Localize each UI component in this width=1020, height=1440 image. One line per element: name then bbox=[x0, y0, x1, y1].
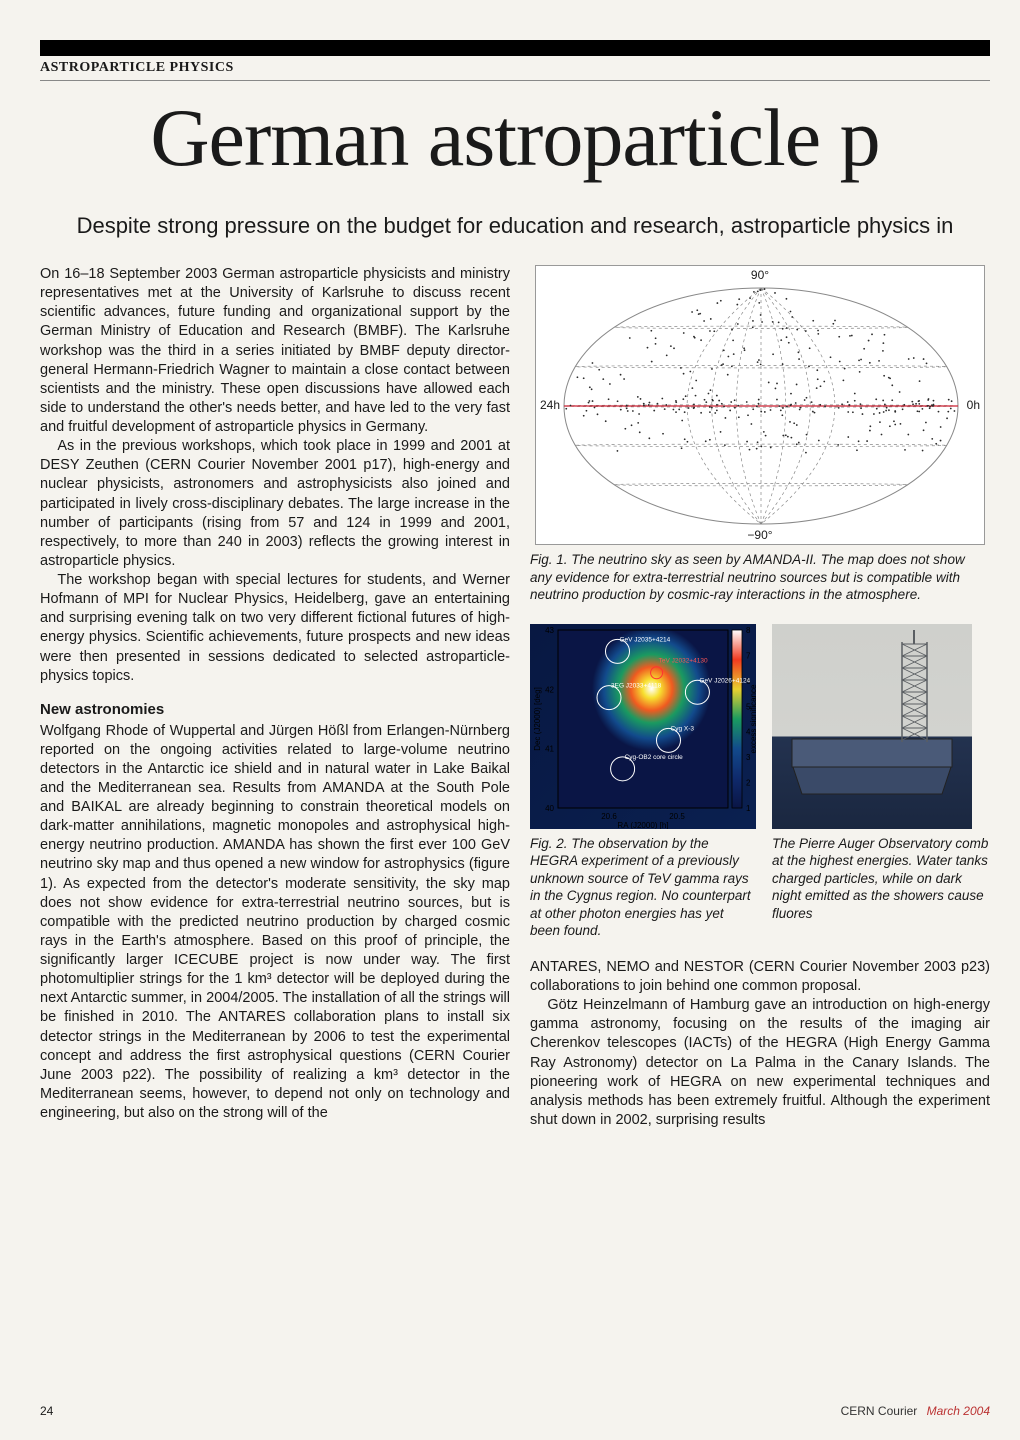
figure-1: 90° −90° 24h 0h Fig. 1. The neutrino sky… bbox=[530, 265, 990, 604]
svg-text:Dec (J2000) [deg]: Dec (J2000) [deg] bbox=[533, 687, 542, 751]
svg-text:42: 42 bbox=[545, 685, 554, 694]
right-body-text: ANTARES, NEMO and NESTOR (CERN Courier N… bbox=[530, 958, 990, 1130]
figure-3: The Pierre Auger Observatory comb at the… bbox=[772, 624, 990, 940]
fig1-label-bottom: −90° bbox=[747, 528, 772, 542]
body-para: The workshop began with special lectures… bbox=[40, 571, 510, 686]
figure-1-caption: Fig. 1. The neutrino sky as seen by AMAN… bbox=[530, 551, 990, 604]
body-para: ANTARES, NEMO and NESTOR (CERN Courier N… bbox=[530, 958, 990, 996]
observatory-svg bbox=[772, 624, 972, 829]
svg-text:excess significance: excess significance bbox=[749, 684, 756, 753]
issue-label: CERN Courier March 2004 bbox=[841, 1404, 990, 1418]
svg-text:7: 7 bbox=[746, 651, 751, 660]
fig1-label-left: 24h bbox=[540, 398, 560, 412]
skymap-svg bbox=[536, 266, 986, 546]
figure-row: 12345678excess significance40414243Dec (… bbox=[530, 624, 990, 940]
svg-text:8: 8 bbox=[746, 626, 751, 635]
body-para: Götz Heinzelmann of Hamburg gave an intr… bbox=[530, 996, 990, 1130]
publication-name: CERN Courier bbox=[841, 1404, 918, 1418]
fig1-label-right: 0h bbox=[967, 398, 980, 412]
figure-3-caption: The Pierre Auger Observatory comb at the… bbox=[772, 835, 990, 923]
svg-text:3: 3 bbox=[746, 753, 751, 762]
page-number: 24 bbox=[40, 1404, 53, 1418]
svg-text:TeV J2032+4130: TeV J2032+4130 bbox=[659, 657, 708, 664]
svg-text:41: 41 bbox=[545, 744, 554, 753]
figure-3-photo bbox=[772, 624, 972, 829]
body-para: As in the previous workshops, which took… bbox=[40, 437, 510, 571]
page-footer: 24 CERN Courier March 2004 bbox=[40, 1404, 990, 1418]
section-label: ASTROPARTICLE PHYSICS bbox=[40, 60, 990, 81]
svg-text:GeV J2035+4214: GeV J2035+4214 bbox=[620, 636, 671, 643]
body-para: On 16–18 September 2003 German astropart… bbox=[40, 265, 510, 437]
right-column: 90° −90° 24h 0h Fig. 1. The neutrino sky… bbox=[530, 265, 990, 1130]
figure-1-skymap: 90° −90° 24h 0h bbox=[535, 265, 985, 545]
svg-text:20.6: 20.6 bbox=[601, 812, 617, 821]
issue-date: March 2004 bbox=[927, 1404, 990, 1418]
fig1-label-top: 90° bbox=[751, 268, 769, 282]
svg-text:3EG J2033+4118: 3EG J2033+4118 bbox=[611, 682, 662, 689]
figure-2-caption: Fig. 2. The observation by the HEGRA exp… bbox=[530, 835, 756, 940]
heatmap-svg: 12345678excess significance40414243Dec (… bbox=[530, 624, 756, 829]
svg-text:Cyg-OB2 core circle: Cyg-OB2 core circle bbox=[625, 753, 684, 760]
figure-2-heatmap: 12345678excess significance40414243Dec (… bbox=[530, 624, 756, 829]
svg-text:2: 2 bbox=[746, 778, 751, 787]
article-subhead: Despite strong pressure on the budget fo… bbox=[40, 213, 990, 239]
svg-text:20.5: 20.5 bbox=[669, 812, 685, 821]
top-black-bar bbox=[40, 40, 990, 56]
body-para: Wolfgang Rhode of Wuppertal and Jürgen H… bbox=[40, 722, 510, 1124]
svg-text:RA (J2000) [h]: RA (J2000) [h] bbox=[617, 821, 668, 829]
svg-text:43: 43 bbox=[545, 626, 554, 635]
svg-text:40: 40 bbox=[545, 804, 554, 813]
svg-text:Cyg X-3: Cyg X-3 bbox=[671, 725, 695, 732]
section-heading: New astronomies bbox=[40, 700, 510, 720]
svg-text:GeV J2026+4124: GeV J2026+4124 bbox=[699, 677, 750, 684]
content-columns: On 16–18 September 2003 German astropart… bbox=[40, 265, 990, 1130]
figure-2: 12345678excess significance40414243Dec (… bbox=[530, 624, 756, 940]
left-column: On 16–18 September 2003 German astropart… bbox=[40, 265, 510, 1130]
svg-text:1: 1 bbox=[746, 804, 751, 813]
article-headline: German astroparticle p bbox=[40, 91, 990, 185]
